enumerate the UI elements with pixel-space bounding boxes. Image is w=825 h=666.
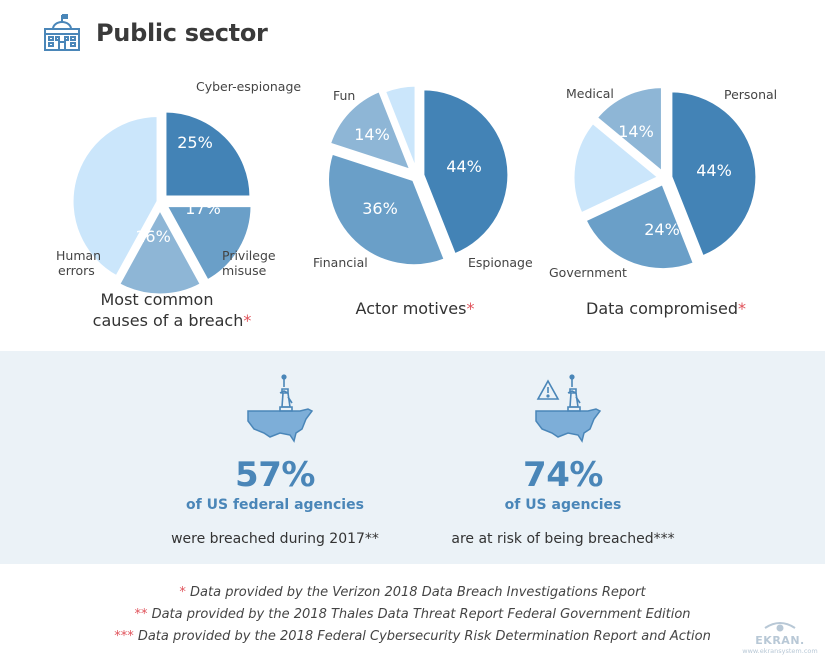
government-building-icon	[44, 14, 80, 51]
pie-slice-other	[70, 114, 160, 279]
pie-slices	[326, 83, 511, 268]
stat-description: are at risk of being breached***	[451, 531, 675, 547]
footnotes: * Data provided by the Verizon 2018 Data…	[0, 582, 825, 648]
footnote: * Data provided by the Verizon 2018 Data…	[179, 585, 646, 600]
pie-slice-cyber-espionage	[163, 109, 253, 199]
chart-title: Most common	[101, 290, 214, 309]
eye-icon	[764, 622, 796, 632]
stats-band: 57% of US federal agencies were breached…	[0, 351, 825, 564]
slice-label: 16%	[135, 227, 171, 246]
pie-chart-data: 44% 24% 14% Personal Government Medical …	[549, 85, 777, 318]
stat-subject: of US agencies	[504, 497, 622, 513]
chart-title: Actor motives*	[356, 299, 475, 318]
pie-chart-motives: 44% 36% 14% Espionage Financial Fun Acto…	[313, 83, 533, 318]
us-map-statue-of-liberty-icon	[247, 374, 314, 443]
slice-label: 17%	[185, 199, 221, 218]
pie-slice-government	[582, 181, 697, 272]
footnote: ** Data provided by the 2018 Thales Data…	[134, 607, 691, 622]
pie-slice-espionage	[421, 87, 511, 257]
category-label: Financial	[313, 255, 368, 270]
pie-slice-fun	[327, 88, 414, 173]
category-label: Medical	[566, 86, 614, 101]
slice-label: 14%	[354, 125, 390, 144]
stat-description: were breached during 2017**	[171, 531, 379, 547]
pie-slice-financial	[326, 151, 448, 268]
slice-label: 24%	[644, 220, 680, 239]
pie-slice-other	[571, 120, 662, 216]
pie-slice-human-errors	[116, 205, 204, 297]
logo-brand: EKRAN.	[755, 634, 805, 647]
stat-agencies-at-risk: 74% of US agencies are at risk of being …	[413, 351, 713, 547]
chart-title: Data compromised*	[586, 299, 746, 318]
pie-slices	[70, 109, 254, 297]
slice-label: 25%	[177, 133, 213, 152]
category-label: Personal	[724, 87, 777, 102]
pie-slice-personal	[669, 89, 759, 259]
category-label: Cyber-espionage	[196, 79, 301, 94]
category-label: errors	[58, 263, 95, 278]
category-label: Government	[549, 265, 627, 280]
us-map-warning-icon	[535, 374, 602, 443]
footnote: *** Data provided by the 2018 Federal Cy…	[114, 629, 711, 644]
chart-title: causes of a breach*	[93, 311, 252, 330]
pie-slice-privilege-misuse	[163, 204, 254, 283]
pie-slice-medical	[594, 85, 664, 176]
pie-slices	[571, 85, 759, 272]
category-label: misuse	[222, 263, 267, 278]
category-label: Fun	[333, 88, 355, 103]
pie-slice-other	[382, 83, 418, 172]
pie-chart-causes: 25% 17% 16% Cyber-espionage Privilege mi…	[56, 79, 301, 330]
slice-label: 44%	[446, 157, 482, 176]
page-title: Public sector	[96, 19, 268, 47]
stat-subject: of US federal agencies	[186, 497, 364, 513]
category-label: Human	[56, 248, 101, 263]
slice-label: 36%	[362, 199, 398, 218]
ekran-logo: EKRAN. www.ekransystem.com	[735, 620, 825, 655]
page-header: Public sector	[42, 12, 268, 54]
pie-charts: 25% 17% 16% Cyber-espionage Privilege mi…	[56, 79, 777, 330]
stat-value: 74%	[523, 455, 603, 495]
stat-value: 57%	[235, 455, 315, 495]
logo-url: www.ekransystem.com	[742, 647, 818, 655]
category-label: Espionage	[468, 255, 533, 270]
slice-label: 14%	[618, 122, 654, 141]
stat-federal-breached: 57% of US federal agencies were breached…	[125, 351, 425, 547]
slice-label: 44%	[696, 161, 732, 180]
category-label: Privilege	[222, 248, 276, 263]
